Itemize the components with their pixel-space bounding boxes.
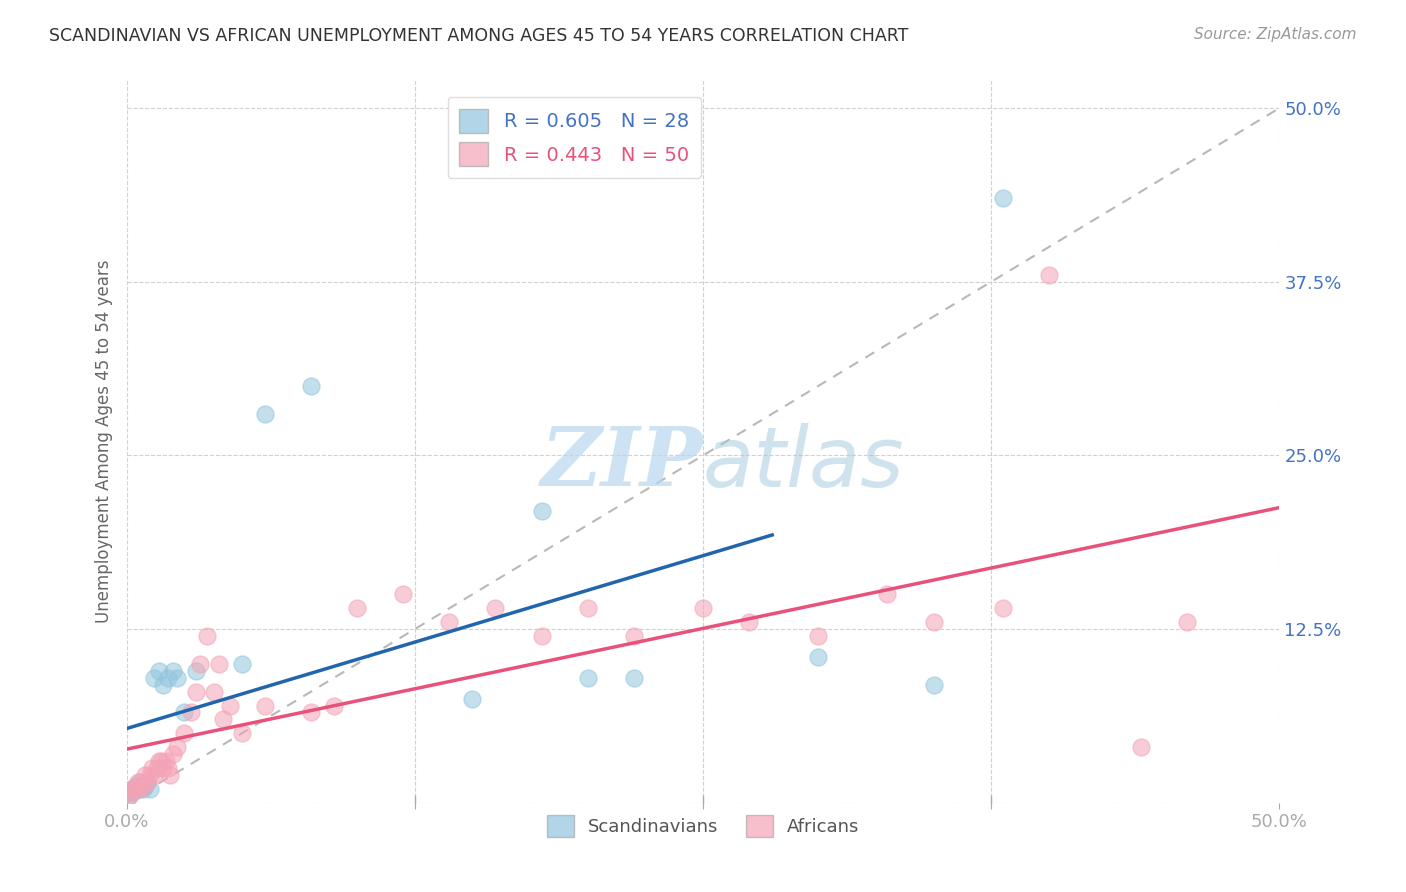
Point — [807, 629, 830, 643]
Point — [129, 781, 152, 796]
Y-axis label: Unemployment Among Ages 45 to 54 years: Unemployment Among Ages 45 to 54 years — [94, 260, 112, 624]
Point — [219, 698, 242, 713]
Point — [141, 761, 163, 775]
Point — [184, 684, 207, 698]
Point — [118, 789, 141, 803]
Point — [148, 664, 170, 678]
Point — [131, 781, 153, 796]
Point — [195, 629, 218, 643]
Point — [134, 768, 156, 782]
Point — [173, 726, 195, 740]
Point — [136, 775, 159, 789]
Point — [530, 629, 553, 643]
Point — [143, 768, 166, 782]
Text: SCANDINAVIAN VS AFRICAN UNEMPLOYMENT AMONG AGES 45 TO 54 YEARS CORRELATION CHART: SCANDINAVIAN VS AFRICAN UNEMPLOYMENT AMO… — [49, 27, 908, 45]
Point — [180, 706, 202, 720]
Point — [253, 407, 276, 421]
Point — [576, 601, 599, 615]
Point — [122, 785, 145, 799]
Point — [991, 191, 1014, 205]
Point — [134, 779, 156, 793]
Point — [991, 601, 1014, 615]
Point — [530, 504, 553, 518]
Point — [461, 691, 484, 706]
Point — [152, 761, 174, 775]
Point — [162, 747, 184, 761]
Point — [159, 768, 181, 782]
Point — [122, 781, 145, 796]
Point — [118, 789, 141, 803]
Point — [138, 768, 160, 782]
Point — [807, 649, 830, 664]
Point — [212, 713, 235, 727]
Point — [738, 615, 761, 630]
Point — [299, 379, 322, 393]
Legend: Scandinavians, Africans: Scandinavians, Africans — [540, 808, 866, 845]
Point — [299, 706, 322, 720]
Point — [145, 761, 167, 775]
Point — [323, 698, 346, 713]
Point — [922, 615, 945, 630]
Point — [173, 706, 195, 720]
Text: Source: ZipAtlas.com: Source: ZipAtlas.com — [1194, 27, 1357, 42]
Point — [157, 761, 180, 775]
Point — [202, 684, 225, 698]
Point — [143, 671, 166, 685]
Point — [623, 629, 645, 643]
Point — [150, 754, 173, 768]
Point — [162, 664, 184, 678]
Point — [155, 754, 177, 768]
Point — [623, 671, 645, 685]
Point — [127, 781, 149, 796]
Point — [136, 775, 159, 789]
Point — [148, 754, 170, 768]
Point — [138, 781, 160, 796]
Point — [922, 678, 945, 692]
Point — [876, 587, 898, 601]
Point — [439, 615, 461, 630]
Point — [127, 775, 149, 789]
Point — [484, 601, 506, 615]
Point — [1130, 740, 1153, 755]
Point — [125, 779, 148, 793]
Point — [1038, 268, 1060, 282]
Point — [166, 671, 188, 685]
Point — [188, 657, 211, 671]
Point — [231, 657, 253, 671]
Point — [392, 587, 415, 601]
Point — [208, 657, 231, 671]
Point — [152, 678, 174, 692]
Point — [1175, 615, 1198, 630]
Point — [166, 740, 188, 755]
Text: atlas: atlas — [703, 423, 904, 504]
Point — [184, 664, 207, 678]
Text: ZIP: ZIP — [540, 423, 703, 503]
Point — [157, 671, 180, 685]
Point — [346, 601, 368, 615]
Point — [129, 775, 152, 789]
Point — [131, 779, 153, 793]
Point — [692, 601, 714, 615]
Point — [231, 726, 253, 740]
Point — [120, 781, 142, 796]
Point — [576, 671, 599, 685]
Point — [253, 698, 276, 713]
Point — [125, 779, 148, 793]
Point — [120, 785, 142, 799]
